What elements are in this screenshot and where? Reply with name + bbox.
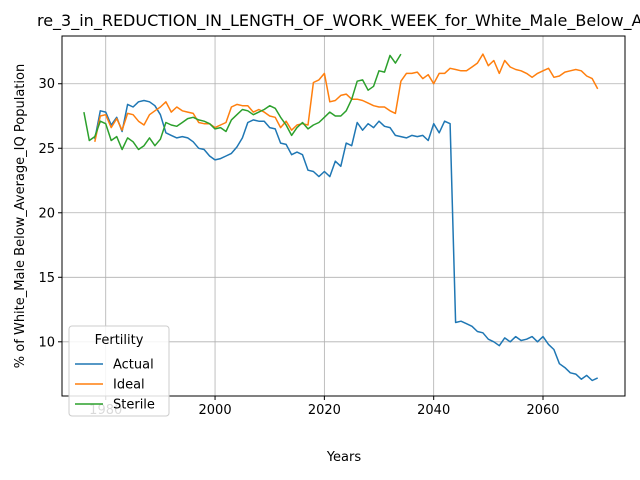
x-tick-label: 2000 — [199, 403, 232, 418]
legend-box — [68, 325, 170, 417]
legend: Fertility Actual Ideal Sterile — [68, 325, 170, 417]
series-line-sterile — [83, 53, 402, 151]
legend-label-sterile: Sterile — [113, 398, 155, 413]
y-tick-label: 10 — [38, 335, 55, 350]
grid — [62, 36, 625, 396]
y-tick-label: 20 — [38, 206, 55, 221]
axis-ticks: 198020002020204020601015202530 — [38, 77, 559, 418]
plot-frame — [61, 35, 626, 397]
x-axis-label: Years — [326, 450, 362, 465]
y-tick-label: 30 — [38, 77, 55, 92]
x-tick-label: 2060 — [526, 403, 559, 418]
y-tick-label: 25 — [38, 142, 55, 157]
y-axis-label: % of White_Male Below_Average_IQ Populat… — [13, 64, 28, 368]
legend-label-actual: Actual — [113, 358, 154, 373]
legend-entries: Actual Ideal Sterile — [75, 358, 155, 413]
x-tick-label: 2020 — [308, 403, 341, 418]
chart-title: re_3_in_REDUCTION_IN_LENGTH_OF_WORK_WEEK… — [37, 11, 640, 31]
series-line-ideal — [94, 53, 599, 142]
legend-label-ideal: Ideal — [113, 378, 145, 393]
legend-title: Fertility — [95, 333, 144, 348]
series-line-actual — [94, 99, 599, 382]
y-tick-label: 15 — [38, 271, 55, 286]
series-lines — [83, 53, 599, 382]
x-tick-label: 2040 — [417, 403, 450, 418]
